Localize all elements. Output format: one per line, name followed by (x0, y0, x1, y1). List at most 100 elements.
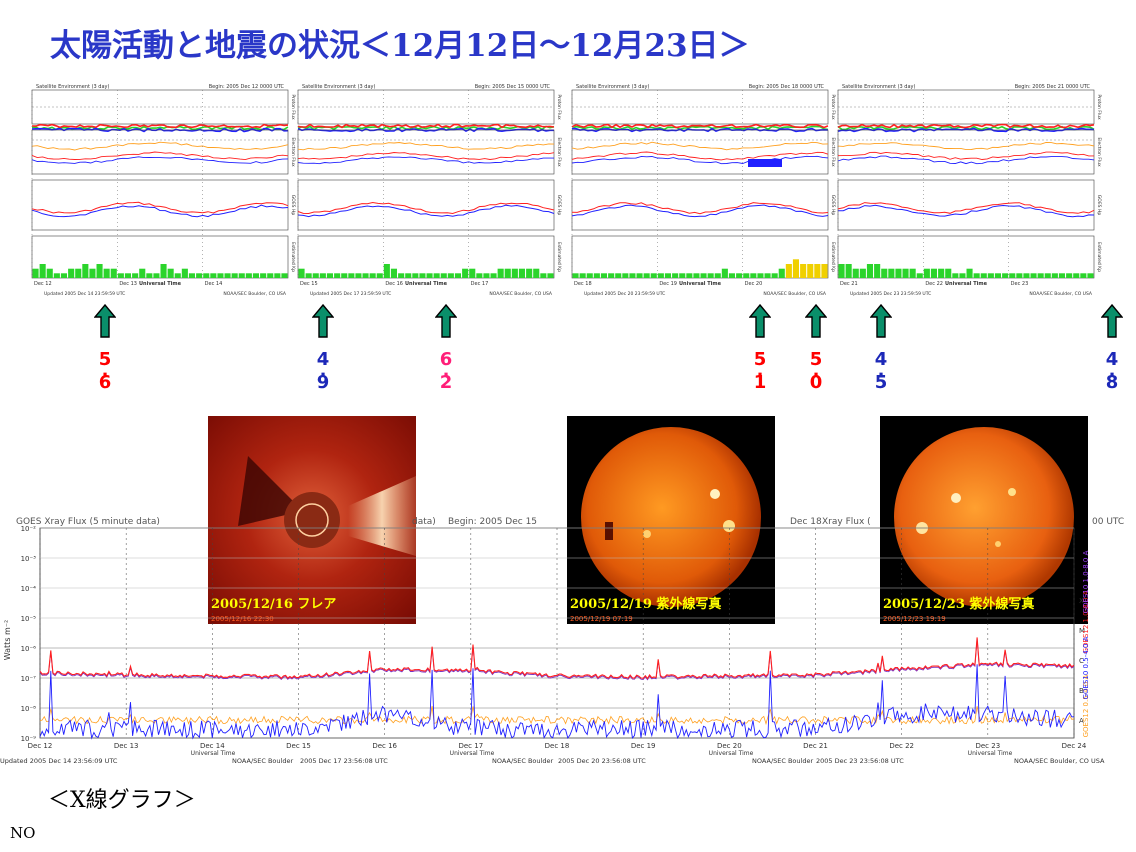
photo-flare: 2005/12/16 フレア 2005/12/16 22:30 (208, 416, 416, 624)
xray-class-letter: A (1079, 717, 1084, 725)
xray-y-tick: 10⁻⁶ (21, 645, 37, 653)
kp-bar (750, 273, 757, 278)
goes-hp-line (31, 201, 289, 214)
kp-bar (643, 273, 650, 278)
kp-bar (511, 268, 518, 278)
kp-bar (146, 273, 153, 278)
env-panel: Satellite Environment (3 day) Begin: 2005… (837, 84, 1102, 297)
kp-bar (778, 268, 785, 278)
kp-bar (390, 268, 397, 278)
kp-bar (622, 273, 629, 278)
kp-bar (533, 268, 540, 278)
kp-bar (196, 273, 203, 278)
electron-flux-event (748, 159, 782, 167)
xray-x-tick: Dec 16 (372, 742, 397, 750)
xray-y-tick: 10⁻⁹ (21, 735, 37, 743)
xray-x-tick: Dec 21 (803, 742, 828, 750)
kp-bar (39, 264, 46, 278)
proton-flux-line (571, 125, 829, 131)
env-side-label: Estimated Kp (1096, 242, 1102, 272)
kp-bar (334, 273, 341, 278)
env-day-tick: Dec 17 (471, 281, 489, 287)
kp-bar (369, 273, 376, 278)
xray-header-dec: Dec 18 (790, 517, 822, 527)
xray-x-tick: Dec 17 (458, 742, 483, 750)
kp-bar (572, 273, 579, 278)
kp-bar (664, 273, 671, 278)
kp-bar (771, 273, 778, 278)
kp-bar (103, 268, 110, 278)
env-side-label: Proton Flux (1096, 94, 1102, 120)
kp-bar (383, 264, 390, 278)
xray-x-tick: Dec 22 (889, 742, 914, 750)
env-side-label: Estimated Kp (290, 242, 296, 272)
kp-bar (483, 273, 490, 278)
env-plot-frame (837, 179, 1095, 231)
goes-hp-line (837, 202, 1095, 214)
magnitude-dot: . (319, 360, 327, 381)
kp-bar (800, 264, 807, 278)
xray-y-tick: 10⁻⁴ (21, 585, 37, 593)
kp-bar (736, 273, 743, 278)
env-header-right: Begin: 2005 Dec 21 0000 UTC (1015, 84, 1091, 90)
kp-bar (426, 273, 433, 278)
kp-bar (959, 273, 966, 278)
electron-flux-line (837, 151, 1094, 160)
kp-bar (987, 273, 994, 278)
kp-bar (96, 264, 103, 278)
earthquake-magnitude: 5.6 (85, 351, 125, 392)
kp-bar (245, 273, 252, 278)
env-side-label: Electron Flux (1096, 137, 1102, 167)
magnitude-dot: . (442, 360, 450, 381)
magnitude-integer: 4 (874, 349, 888, 370)
env-footer-right: NOAA/SEC Boulder, CO USA (763, 291, 827, 297)
kp-bar (966, 268, 973, 278)
kp-bar (1080, 273, 1087, 278)
xray-x-tick: Dec 23 (975, 742, 1000, 750)
magnitude-decimal: 8 (1105, 372, 1119, 393)
kp-bar (792, 259, 799, 278)
kp-bar (686, 273, 693, 278)
magnitude-decimal: 0 (809, 372, 823, 393)
xray-legend-entry: GOES12 1.0-8.0 A (1082, 590, 1090, 653)
goes-hp-line (297, 201, 555, 215)
kp-bar (518, 268, 525, 278)
footer-note: NO (10, 824, 36, 842)
kp-bar (866, 264, 873, 278)
env-day-tick: Dec 16 (385, 281, 403, 287)
xray-xlabel: Universal Time (191, 750, 236, 757)
xray-x-tick: Dec 19 (631, 742, 656, 750)
xray-x-tick: Dec 14 (200, 742, 225, 750)
env-side-label: Electron Flux (290, 137, 296, 167)
env-plot-frame (297, 179, 555, 231)
goes-hp-line (297, 204, 555, 218)
xray-y-tick: 10⁻⁷ (21, 675, 37, 683)
photo-caption: 2005/12/23 紫外線写真 (883, 597, 1035, 612)
kp-bar (82, 264, 89, 278)
kp-bar (700, 273, 707, 278)
magnitude-decimal: 9 (316, 372, 330, 393)
kp-bar (728, 273, 735, 278)
env-footer-left: Updated 2005 Dec 23 23:59:59 UTC (850, 291, 931, 297)
kp-bar (75, 268, 82, 278)
xray-x-tick: Dec 24 (1062, 742, 1087, 750)
env-side-label: Electron Flux (556, 137, 562, 167)
kp-bar (376, 273, 383, 278)
kp-bar (1051, 273, 1058, 278)
kp-bar (224, 273, 231, 278)
kp-bar (679, 273, 686, 278)
kp-bar (838, 264, 845, 278)
kp-bar (274, 273, 281, 278)
kp-bar (909, 268, 916, 278)
kp-bar (764, 273, 771, 278)
kp-bar (68, 268, 75, 278)
photo-uv-1219: 2005/12/19 紫外線写真 2005/12/19 07:19 (567, 416, 775, 624)
kp-bar (945, 268, 952, 278)
kp-bar (281, 273, 288, 278)
kp-bar (757, 273, 764, 278)
kp-bar (341, 273, 348, 278)
kp-bar (217, 273, 224, 278)
kp-bar (1073, 273, 1080, 278)
env-side-label: GOES Hp (290, 195, 296, 216)
photo-timestamp: 2005/12/23 19:19 (883, 615, 946, 623)
